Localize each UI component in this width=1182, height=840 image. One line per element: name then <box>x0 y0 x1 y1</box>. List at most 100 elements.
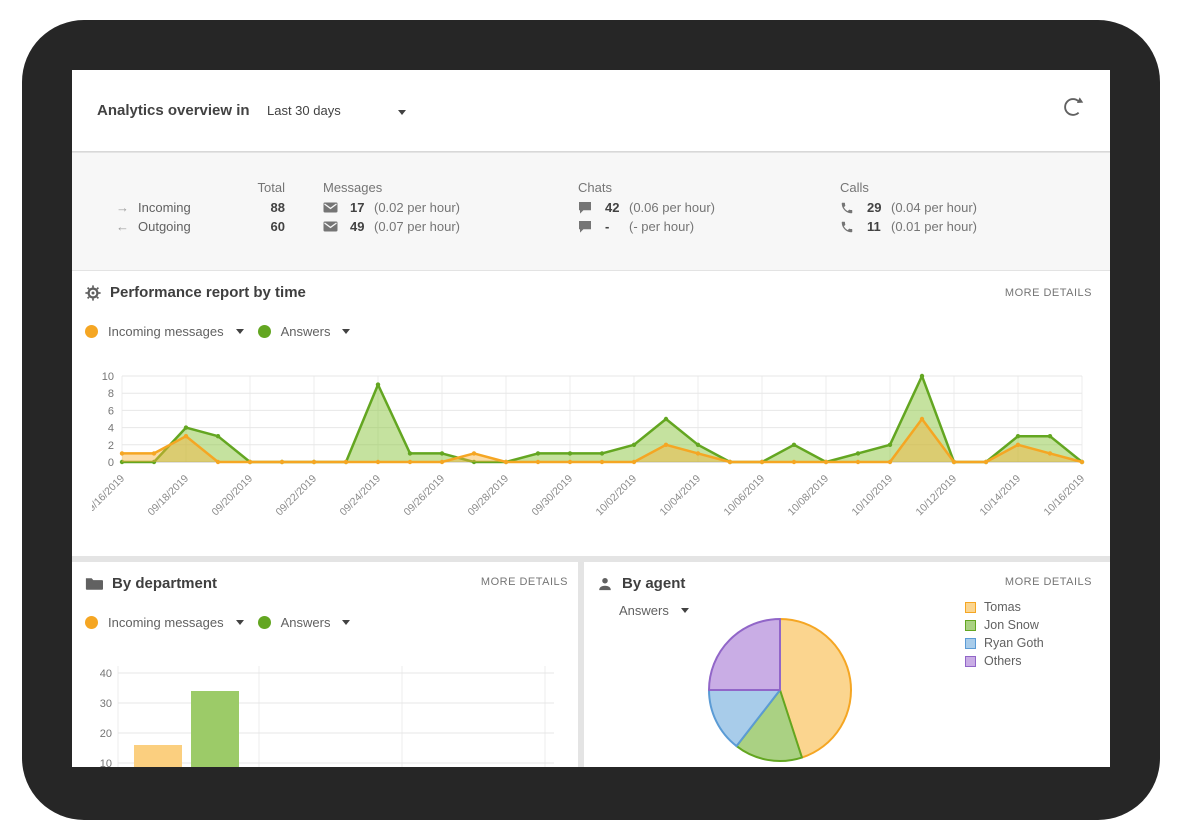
svg-text:10/04/2019: 10/04/2019 <box>657 473 703 519</box>
answers-dot <box>257 615 271 629</box>
legend-label: Others <box>984 654 1022 668</box>
date-range-select[interactable]: Last 30 days <box>267 100 417 122</box>
row-label: Incoming <box>138 200 191 215</box>
app-header: Analytics overview in Last 30 days <box>72 70 1110 152</box>
folder-icon <box>85 578 103 590</box>
legend-item-others: Others <box>965 652 1044 670</box>
svg-text:09/24/2019: 09/24/2019 <box>337 473 383 519</box>
svg-text:0: 0 <box>108 457 114 469</box>
chevron-down-icon <box>680 608 689 613</box>
refresh-icon <box>1064 97 1084 116</box>
messages-cell: 49 (0.07 per hour) <box>323 219 460 234</box>
messages-value: 49 <box>350 219 365 234</box>
calls-cell: 11 (0.01 per hour) <box>840 219 977 234</box>
total-value: 88 <box>270 200 285 215</box>
legend-answers-select[interactable]: Answers <box>257 614 351 630</box>
jon-snow-swatch <box>965 619 976 631</box>
messages-rate: (0.07 per hour) <box>374 219 460 234</box>
svg-text:10/06/2019: 10/06/2019 <box>721 473 767 519</box>
ryan-goth-swatch <box>965 637 976 649</box>
col-chats: Chats <box>578 180 612 195</box>
department-legend: Incoming messages Answers <box>85 612 364 632</box>
svg-text:4: 4 <box>108 423 114 435</box>
chevron-down-icon <box>235 328 244 334</box>
legend-incoming-messages-select[interactable]: Incoming messages <box>85 615 244 630</box>
calls-cell: 29 (0.04 per hour) <box>840 200 977 215</box>
svg-text:09/16/2019: 09/16/2019 <box>92 473 127 519</box>
svg-text:10: 10 <box>100 758 112 767</box>
refresh-button[interactable] <box>1062 96 1084 118</box>
performance-more-details-link[interactable]: MORE DETAILS <box>1004 287 1092 299</box>
chevron-down-icon <box>398 110 406 115</box>
mail-icon <box>323 202 339 213</box>
svg-text:09/20/2019: 09/20/2019 <box>209 473 255 519</box>
legend-label: Incoming messages <box>108 614 224 630</box>
stats-header-row: Total Messages Chats Calls <box>72 180 1110 199</box>
svg-text:09/30/2019: 09/30/2019 <box>529 473 575 519</box>
legend-label: Incoming messages <box>108 323 224 339</box>
agent-pie-legend: Tomas Jon Snow Ryan Goth Others <box>965 598 1044 670</box>
legend-item-jon-snow: Jon Snow <box>965 616 1044 634</box>
calls-rate: (0.01 per hour) <box>891 219 977 234</box>
chevron-down-icon <box>342 619 351 625</box>
svg-text:10/02/2019: 10/02/2019 <box>593 473 639 519</box>
chevron-down-icon <box>342 328 351 334</box>
person-icon <box>599 577 611 590</box>
time-series-chart: 0 2 4 6 8 10 09/16/2019 09/18/2019 09/20/2019 09/… <box>92 371 1087 519</box>
svg-text:10/14/2019: 10/14/2019 <box>977 473 1023 519</box>
agent-more-details-link[interactable]: MORE DETAILS <box>1004 576 1092 588</box>
chats-cell: 42 (0.06 per hour) <box>578 200 715 215</box>
total-value: 60 <box>270 219 285 234</box>
agent-title-row: By agent <box>597 575 685 592</box>
messages-value: 17 <box>350 200 365 215</box>
page-title: Analytics overview in <box>97 102 250 119</box>
department-more-details-link[interactable]: MORE DETAILS <box>480 576 568 588</box>
answers-dot <box>257 324 271 338</box>
chats-cell: - (- per hour) <box>578 219 694 234</box>
messages-rate: (0.02 per hour) <box>374 200 460 215</box>
col-messages: Messages <box>323 180 383 195</box>
legend-item-tomas: Tomas <box>965 598 1044 616</box>
agent-metric-select[interactable]: Answers <box>619 603 689 618</box>
stats-row-incoming: → Incoming 88 17 (0.02 per hour) <box>72 200 1110 219</box>
svg-text:10/16/2019: 10/16/2019 <box>1041 473 1087 519</box>
svg-text:10: 10 <box>102 371 114 383</box>
calls-value: 29 <box>867 200 882 215</box>
legend-incoming-messages-select[interactable]: Incoming messages <box>85 324 244 339</box>
by-agent-card: By agent MORE DETAILS Answers Tomas Jon <box>584 562 1110 767</box>
svg-text:6: 6 <box>108 405 114 417</box>
legend-label: Jon Snow <box>984 618 1039 632</box>
incoming-messages-dot <box>85 324 98 338</box>
legend-label: Answers <box>280 614 331 630</box>
others-swatch <box>965 655 976 667</box>
calls-value: 11 <box>867 219 881 234</box>
performance-report-icon <box>85 284 101 301</box>
tomas-swatch <box>965 601 976 613</box>
svg-text:10/08/2019: 10/08/2019 <box>785 473 831 519</box>
svg-text:8: 8 <box>108 388 114 400</box>
performance-legend: Incoming messages Answers <box>85 321 364 341</box>
svg-text:09/26/2019: 09/26/2019 <box>401 473 447 519</box>
agent-pie-chart <box>708 618 852 762</box>
col-calls: Calls <box>840 180 869 195</box>
svg-text:09/18/2019: 09/18/2019 <box>145 473 191 519</box>
arrow-left-icon: ← <box>116 219 129 234</box>
svg-text:40: 40 <box>100 668 112 680</box>
chat-icon <box>578 220 594 233</box>
svg-text:09/28/2019: 09/28/2019 <box>465 473 511 519</box>
svg-text:10/12/2019: 10/12/2019 <box>913 473 959 519</box>
incoming-messages-dot <box>85 615 98 629</box>
chats-value: 42 <box>605 200 620 215</box>
legend-answers-select[interactable]: Answers <box>257 324 351 339</box>
calls-rate: (0.04 per hour) <box>891 200 977 215</box>
mail-icon <box>323 221 339 232</box>
summary-stats: Total Messages Chats Calls → Incoming 88… <box>72 153 1110 270</box>
phone-icon <box>840 220 856 234</box>
department-bar-chart: 10 20 30 40 <box>100 666 554 767</box>
chats-value: - <box>605 219 610 234</box>
col-total: Total <box>257 180 285 195</box>
svg-text:2: 2 <box>108 440 114 452</box>
arrow-right-icon: → <box>116 200 129 215</box>
phone-icon <box>840 201 856 215</box>
